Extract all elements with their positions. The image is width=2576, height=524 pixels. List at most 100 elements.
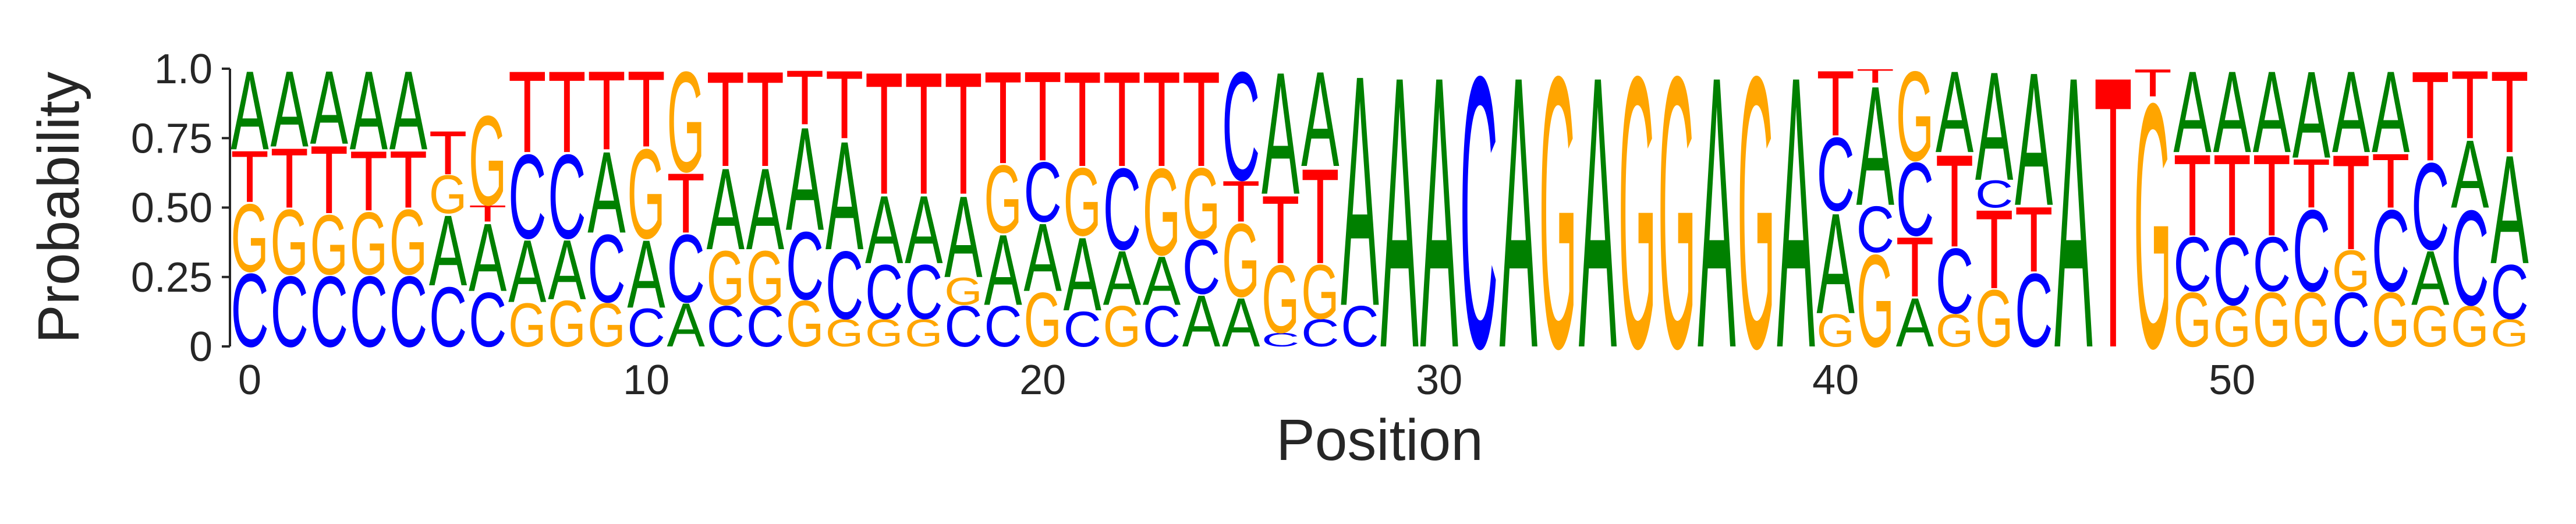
logo-letter-C: C xyxy=(1460,0,1498,429)
logo-letter-T: T xyxy=(825,50,863,159)
x-tick-label: 50 xyxy=(2209,357,2255,403)
x-tick-label: 40 xyxy=(1812,357,1859,403)
logo-letter-G: G xyxy=(1064,148,1101,256)
logo-letter-A: A xyxy=(2451,119,2489,228)
logo-letter-A: A xyxy=(1896,284,1934,362)
logo-letter-C: C xyxy=(548,129,586,264)
logo-letter-G: G xyxy=(707,235,745,322)
logo-letter-G: G xyxy=(1936,305,1973,357)
logo-letter-G: G xyxy=(2213,293,2251,359)
logo-letter-T: T xyxy=(905,36,942,231)
logo-letter-A: A xyxy=(865,175,903,284)
logo-letter-T: T xyxy=(270,131,308,226)
logo-letter-A: A xyxy=(2372,48,2410,177)
x-axis-ticks: 0 10 20 30 40 50 xyxy=(238,357,2255,403)
logo-letter-A: A xyxy=(2015,34,2053,246)
logo-letter-G: G xyxy=(2490,311,2528,355)
logo-letter-T: T xyxy=(2094,0,2132,429)
logo-letter-A: A xyxy=(2332,48,2370,177)
logo-letter-T: T xyxy=(310,125,348,234)
logo-letter-C: C xyxy=(1143,295,1181,359)
logo-glyphs: CGTACGTACGTACGTACGTACAGTCATGGACTGACTGCAT… xyxy=(231,0,2528,429)
logo-letter-C: C xyxy=(1975,172,2013,216)
logo-letter-C: C xyxy=(2015,252,2053,369)
logo-letter-C: C xyxy=(786,213,824,320)
logo-letter-A: A xyxy=(389,48,427,174)
logo-letter-G: G xyxy=(1975,274,2013,364)
logo-letter-C: C xyxy=(825,232,863,339)
logo-letter-A: A xyxy=(1817,183,1855,344)
logo-letter-T: T xyxy=(2411,44,2449,188)
logo-letter-G: G xyxy=(984,145,1022,253)
x-tick-label: 0 xyxy=(238,357,261,403)
logo-letter-G: G xyxy=(1182,147,1220,259)
logo-letter-T: T xyxy=(389,134,427,225)
logo-letter-A: A xyxy=(2292,46,2331,185)
logo-letter-C: C xyxy=(310,256,348,369)
y-tick-label: 0.50 xyxy=(131,185,212,232)
logo-letter-C: C xyxy=(1896,141,1934,259)
logo-letter-G: G xyxy=(2173,276,2211,363)
logo-letter-T: T xyxy=(627,49,665,171)
logo-letter-A: A xyxy=(1936,48,1973,177)
logo-letter-A: A xyxy=(905,175,942,284)
logo-letter-T: T xyxy=(231,135,268,217)
logo-letter-T: T xyxy=(1817,51,1855,155)
logo-letter-G: G xyxy=(350,194,388,293)
logo-letter-T: T xyxy=(350,134,388,229)
logo-letter-C: C xyxy=(2253,221,2291,308)
logo-letter-G: G xyxy=(865,311,903,355)
logo-letter-T: T xyxy=(667,156,705,251)
logo-letter-A: A xyxy=(1579,0,1617,429)
logo-letter-C: C xyxy=(1936,229,1973,334)
logo-letter-A: A xyxy=(2173,48,2211,177)
logo-letter-T: T xyxy=(2490,47,2528,176)
logo-letter-A: A xyxy=(944,173,982,302)
logo-letter-C: C xyxy=(627,298,665,358)
logo-letter-C: C xyxy=(231,252,268,369)
logo-letter-G: G xyxy=(231,184,268,292)
logo-letter-A: A xyxy=(587,128,625,257)
logo-letter-A: A xyxy=(1500,0,1538,429)
logo-letter-C: C xyxy=(707,295,745,359)
y-axis-ticks: 0 0.25 0.50 0.75 1.0 xyxy=(131,46,230,370)
logo-letter-C: C xyxy=(2411,137,2449,275)
logo-letter-T: T xyxy=(786,54,824,141)
logo-letter-G: G xyxy=(389,190,427,295)
logo-letter-C: C xyxy=(508,129,546,264)
logo-letter-T: T xyxy=(2213,130,2251,260)
logo-letter-T: T xyxy=(508,47,546,176)
x-tick-label: 10 xyxy=(623,357,669,403)
logo-letter-C: C xyxy=(350,256,388,369)
logo-letter-G: G xyxy=(667,42,705,203)
logo-letter-A: A xyxy=(984,214,1022,326)
logo-letter-C: C xyxy=(1023,144,1061,240)
logo-letter-G: G xyxy=(469,90,506,233)
logo-letter-A: A xyxy=(1023,203,1061,311)
logo-letter-C: C xyxy=(1064,301,1101,357)
logo-letter-T: T xyxy=(2173,130,2211,260)
logo-letter-C: C xyxy=(2372,186,2410,316)
logo-letter-C: C xyxy=(1856,192,1894,266)
logo-letter-A: A xyxy=(1143,242,1181,320)
logo-letter-A: A xyxy=(707,145,745,274)
logo-letter-C: C xyxy=(944,295,982,359)
logo-letter-C: C xyxy=(429,270,467,365)
logo-letter-G: G xyxy=(2372,276,2410,363)
logo-letter-T: T xyxy=(587,48,625,174)
logo-letter-A: A xyxy=(1420,0,1458,429)
logo-letter-G: G xyxy=(1023,276,1061,363)
logo-letter-G: G xyxy=(310,198,348,293)
logo-letter-T: T xyxy=(746,44,784,195)
logo-letter-C: C xyxy=(469,277,506,364)
logo-letter-G: G xyxy=(786,288,824,361)
logo-letter-A: A xyxy=(1698,0,1736,429)
logo-letter-G: G xyxy=(1301,248,1339,335)
logo-letter-A: A xyxy=(825,108,863,282)
logo-letter-A: A xyxy=(2411,235,2449,321)
logo-letter-T: T xyxy=(2134,61,2171,105)
logo-letter-G: G xyxy=(1658,0,1696,429)
logo-letter-A: A xyxy=(627,219,665,328)
y-tick-label: 0.75 xyxy=(131,115,212,162)
